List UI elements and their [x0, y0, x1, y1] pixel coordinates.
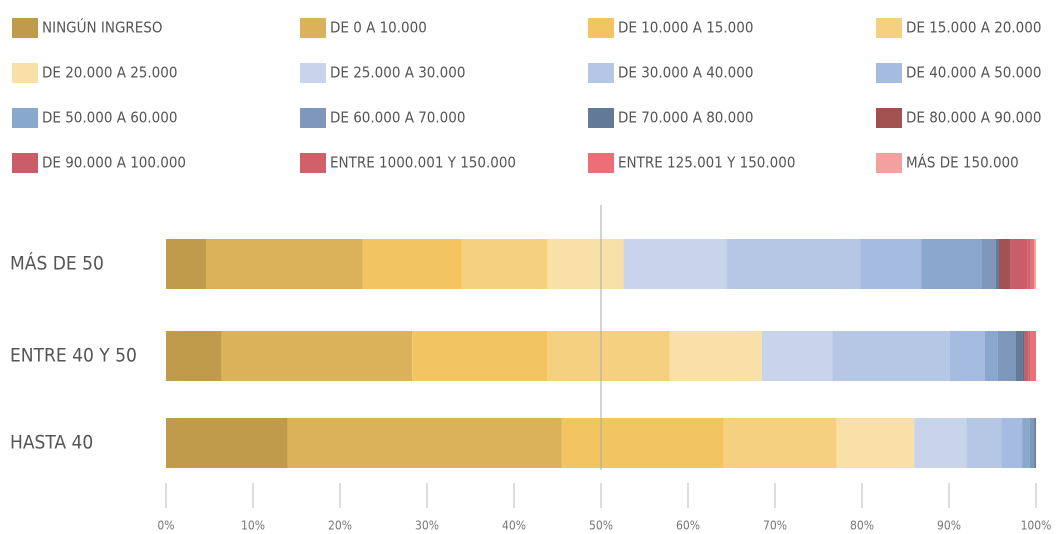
category-label: ENTRE 40 Y 50	[10, 345, 137, 367]
bar-segment	[166, 331, 222, 381]
legend-swatch	[876, 153, 902, 173]
category-label: HASTA 40	[10, 432, 93, 454]
bar-segment	[1024, 331, 1029, 381]
legend-label: DE 30.000 A 40.000	[618, 64, 753, 82]
bar-segment	[997, 331, 1016, 381]
bar-segment	[1010, 239, 1028, 289]
bar-segment	[836, 418, 915, 468]
bar-segment	[1022, 418, 1030, 468]
legend-label: DE 50.000 A 60.000	[42, 109, 177, 127]
legend-label: DE 10.000 A 15.000	[618, 19, 753, 37]
bar-segment	[1015, 331, 1023, 381]
bar-segment	[1030, 239, 1035, 289]
legend-swatch	[588, 108, 614, 128]
category-label: MÁS DE 50	[10, 252, 104, 275]
x-tick-label: 100%	[1021, 519, 1052, 533]
bar-segment	[287, 418, 562, 468]
bar-segment	[362, 239, 462, 289]
x-tick-label: 40%	[502, 519, 526, 533]
legend-swatch	[300, 153, 326, 173]
bar-segment	[461, 239, 548, 289]
x-tick-label: 70%	[763, 519, 787, 533]
bar-segment	[206, 239, 363, 289]
legend-label: DE 70.000 A 80.000	[618, 109, 753, 127]
x-tick-label: 80%	[850, 519, 874, 533]
legend-swatch	[12, 18, 38, 38]
bar-segment	[669, 331, 762, 381]
legend-label: ENTRE 125.001 Y 150.000	[618, 154, 795, 172]
legend-swatch	[588, 153, 614, 173]
bar-segment	[860, 239, 922, 289]
legend-swatch	[588, 63, 614, 83]
legend-label: NINGÚN INGRESO	[42, 18, 163, 37]
legend-swatch	[876, 18, 902, 38]
legend-label: DE 80.000 A 90.000	[906, 109, 1041, 127]
bar-segment	[726, 239, 861, 289]
legend-swatch	[300, 108, 326, 128]
bar-segment	[1028, 331, 1031, 381]
legend-label: DE 90.000 A 100.000	[42, 154, 186, 172]
bar-segment	[547, 331, 670, 381]
bar-segment	[723, 418, 837, 468]
x-tick-label: 90%	[937, 519, 961, 533]
bar-segment	[221, 331, 413, 381]
legend-label: DE 20.000 A 25.000	[42, 64, 177, 82]
x-tick-label: 20%	[328, 519, 352, 533]
legend-label: MÁS DE 150.000	[906, 153, 1019, 172]
bar-segment	[914, 418, 967, 468]
bar-segment	[995, 239, 999, 289]
legend-swatch	[876, 108, 902, 128]
bar-segment	[166, 239, 207, 289]
legend-swatch	[300, 63, 326, 83]
bar-segment	[1029, 418, 1035, 468]
x-tick-label: 60%	[676, 519, 700, 533]
legend-label: DE 25.000 A 30.000	[330, 64, 465, 82]
bar-segment	[1034, 239, 1036, 289]
legend-label: DE 40.000 A 50.000	[906, 64, 1041, 82]
legend-label: ENTRE 1000.001 Y 150.000	[330, 154, 516, 172]
legend-swatch	[876, 63, 902, 83]
bar-segment	[981, 239, 996, 289]
legend-swatch	[300, 18, 326, 38]
bar-segment	[761, 331, 833, 381]
x-tick-label: 50%	[589, 519, 613, 533]
legend-label: DE 60.000 A 70.000	[330, 109, 465, 127]
bar-segment	[1022, 331, 1025, 381]
bar-segment	[1034, 418, 1036, 468]
x-tick-label: 30%	[415, 519, 439, 533]
x-tick-label: 10%	[241, 519, 265, 533]
legend-swatch	[12, 153, 38, 173]
legend-swatch	[588, 18, 614, 38]
bar-segment	[966, 418, 1002, 468]
bar-segment	[921, 239, 982, 289]
legend-label: DE 0 A 10.000	[330, 19, 427, 37]
legend-label: DE 15.000 A 20.000	[906, 19, 1041, 37]
bar-segment	[1030, 331, 1036, 381]
bar-segment	[547, 239, 624, 289]
legend-swatch	[12, 63, 38, 83]
bar-segment	[832, 331, 950, 381]
bar-segment	[1035, 418, 1036, 468]
bar-segment	[623, 239, 727, 289]
bar-segment	[984, 331, 998, 381]
bar-segment	[1001, 418, 1023, 468]
bar-segment	[561, 418, 724, 468]
legend-swatch	[12, 108, 38, 128]
bar-segment	[998, 239, 1011, 289]
bar-segment	[412, 331, 548, 381]
x-tick-label: 0%	[157, 519, 174, 533]
bar-segment	[1027, 239, 1031, 289]
bar-segment	[166, 418, 288, 468]
bar-segment	[949, 331, 985, 381]
